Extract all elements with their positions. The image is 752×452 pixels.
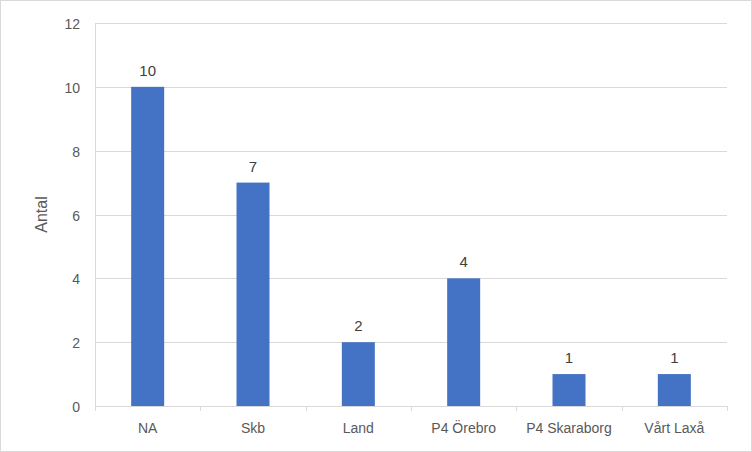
- y-tick-label: 0: [72, 399, 80, 415]
- x-tick-label: Vårt Laxå: [644, 420, 704, 436]
- x-tick: [622, 406, 623, 411]
- grid-line: [95, 278, 727, 279]
- data-label: 1: [670, 349, 678, 366]
- y-tick-label: 12: [64, 16, 80, 32]
- bar: [447, 278, 480, 406]
- chart-container: 024681012AntalNASkbLandP4 ÖrebroP4 Skara…: [0, 0, 752, 452]
- x-tick-label: P4 Örebro: [431, 419, 496, 436]
- y-axis-line: [95, 23, 96, 406]
- x-tick-label: NA: [138, 420, 158, 436]
- grid-line: [95, 215, 727, 216]
- y-tick-label: 10: [64, 80, 80, 96]
- x-tick: [200, 406, 201, 411]
- data-label: 7: [249, 158, 257, 175]
- data-label: 4: [459, 253, 467, 270]
- bar: [342, 342, 375, 406]
- data-label: 10: [139, 62, 156, 79]
- y-tick-label: 2: [72, 335, 80, 351]
- bar: [553, 374, 586, 406]
- bar: [658, 374, 691, 406]
- data-label: 1: [565, 349, 573, 366]
- grid-line: [95, 151, 727, 152]
- chart-svg: 024681012AntalNASkbLandP4 ÖrebroP4 Skara…: [0, 0, 752, 452]
- y-tick-label: 4: [72, 271, 80, 287]
- x-tick: [516, 406, 517, 411]
- x-tick: [95, 406, 96, 411]
- y-tick-label: 6: [72, 208, 80, 224]
- bar: [237, 183, 270, 406]
- x-tick-label: P4 Skaraborg: [526, 420, 612, 436]
- bar: [131, 87, 164, 406]
- x-tick-label: Skb: [241, 420, 265, 436]
- grid-line: [95, 23, 727, 24]
- grid-line: [95, 342, 727, 343]
- y-axis-title: Antal: [33, 196, 50, 232]
- data-label: 2: [354, 317, 362, 334]
- x-tick: [727, 406, 728, 411]
- y-tick-label: 8: [72, 144, 80, 160]
- bars: [131, 87, 691, 406]
- x-tick-label: Land: [343, 420, 374, 436]
- grid-line: [95, 87, 727, 88]
- x-tick: [411, 406, 412, 411]
- chart-frame: [1, 1, 752, 452]
- x-tick: [306, 406, 307, 411]
